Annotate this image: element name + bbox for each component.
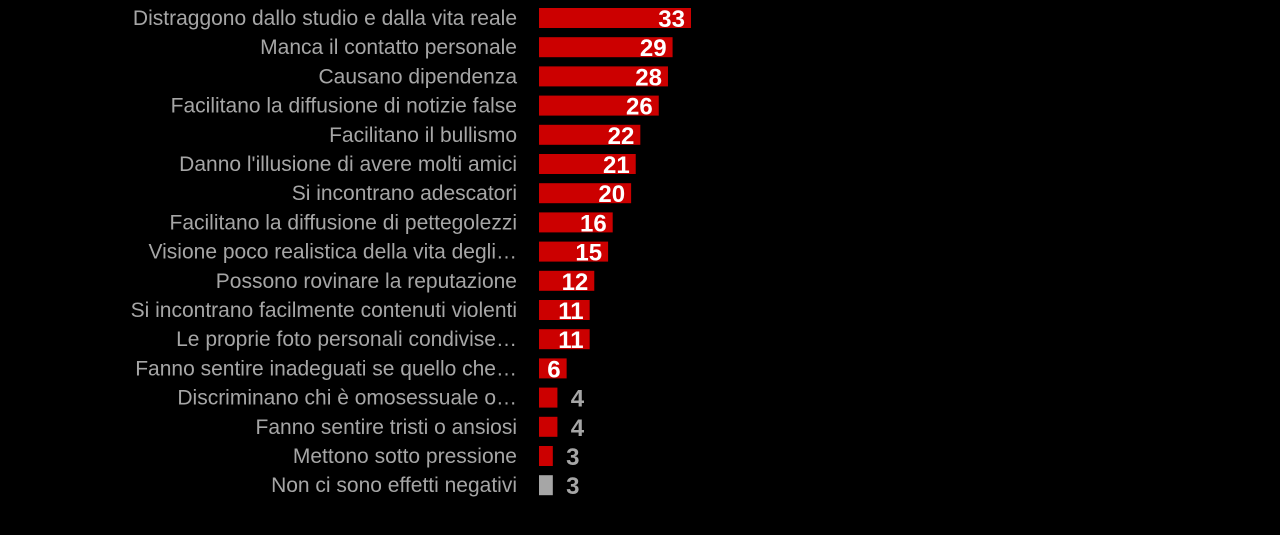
data-label: 21	[603, 152, 630, 179]
bar	[539, 66, 668, 87]
category-label: Fanno sentire inadeguati se quello che…	[135, 357, 517, 380]
category-label: Mettono sotto pressione	[293, 445, 517, 468]
category-label: Distraggono dallo studio e dalla vita re…	[133, 7, 517, 30]
data-label: 15	[575, 240, 602, 267]
data-label: 6	[547, 356, 560, 383]
category-label: Discriminano chi è omosessuale o…	[177, 387, 517, 410]
category-label: Causano dipendenza	[319, 65, 518, 88]
data-label: 4	[571, 386, 585, 413]
data-label: 33	[658, 6, 685, 33]
data-label: 16	[580, 210, 607, 237]
data-label: 3	[566, 473, 579, 500]
category-label: Danno l'illusione di avere molti amici	[179, 153, 517, 176]
bar	[539, 241, 609, 262]
data-label: 3	[566, 444, 579, 471]
bar	[539, 124, 641, 145]
data-label: 26	[626, 94, 653, 121]
bar	[539, 8, 691, 28]
bar	[539, 358, 567, 379]
bar	[539, 475, 553, 496]
category-label: Si incontrano adescatori	[292, 182, 517, 205]
category-label: Facilitano il bullismo	[329, 124, 517, 147]
category-label: Le proprie foto personali condivise…	[176, 328, 517, 351]
bar	[539, 37, 673, 58]
bar	[539, 300, 590, 320]
bar	[539, 446, 553, 466]
category-label: Non ci sono effetti negativi	[271, 474, 517, 497]
data-label: 29	[640, 35, 667, 62]
bar	[539, 212, 613, 233]
bar	[539, 183, 632, 204]
data-label: 22	[608, 123, 635, 150]
bar	[539, 95, 659, 116]
category-label: Si incontrano facilmente contenuti viole…	[131, 299, 517, 322]
bar	[539, 270, 595, 291]
bar	[539, 387, 558, 408]
category-label: Visione poco realistica della vita degli…	[149, 241, 517, 264]
bar	[539, 154, 636, 174]
bar	[539, 329, 590, 350]
data-label: 11	[558, 327, 583, 354]
bar	[539, 416, 558, 437]
category-label: Facilitano la diffusione di pettegolezzi	[170, 211, 518, 234]
category-label: Possono rovinare la reputazione	[216, 270, 517, 293]
data-label: 11	[558, 298, 583, 325]
data-label: 28	[635, 64, 662, 91]
category-label: Manca il contatto personale	[260, 36, 517, 59]
data-label: 12	[562, 269, 589, 296]
category-label: Fanno sentire tristi o ansiosi	[256, 416, 517, 439]
data-label: 20	[598, 181, 625, 208]
data-label: 4	[571, 415, 585, 442]
category-label: Facilitano la diffusione di notizie fals…	[171, 95, 517, 118]
